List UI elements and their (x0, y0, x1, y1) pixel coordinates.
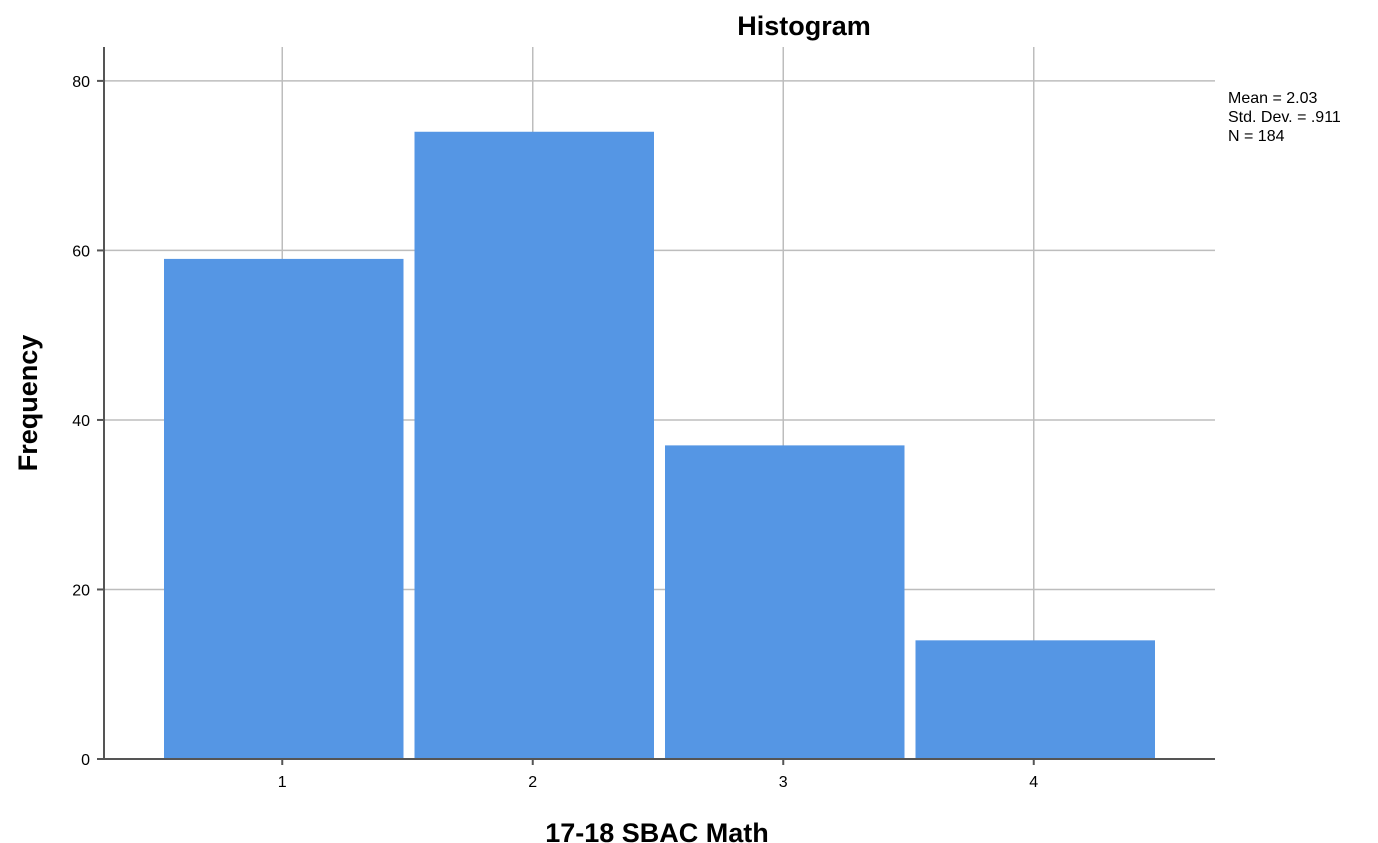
y-tick-label: 40 (72, 413, 90, 430)
histogram-bar-4 (915, 640, 1155, 759)
axes (97, 47, 1215, 765)
x-tick-label: 3 (779, 774, 788, 791)
stats-std-dev: Std. Dev. = .911 (1228, 109, 1341, 126)
x-tick-label: 1 (278, 774, 287, 791)
y-tick-label: 20 (72, 582, 90, 599)
x-tick-label: 4 (1029, 774, 1038, 791)
y-tick-label: 80 (72, 74, 90, 91)
tick-labels: 0 20 40 60 80 1 2 3 4 (72, 74, 1038, 791)
x-tick-label: 2 (528, 774, 537, 791)
histogram-bar-3 (665, 445, 905, 759)
y-tick-label: 60 (72, 243, 90, 260)
histogram-bar-2 (414, 131, 654, 759)
stats-mean: Mean = 2.03 (1228, 90, 1318, 107)
stats-n: N = 184 (1228, 128, 1285, 145)
bars (164, 131, 1155, 759)
histogram-bar-1 (164, 258, 404, 759)
chart-title: Histogram (737, 11, 871, 41)
y-tick-label: 0 (81, 752, 90, 769)
y-axis-title: Frequency (13, 335, 43, 472)
x-axis-title: 17-18 SBAC Math (545, 818, 769, 843)
